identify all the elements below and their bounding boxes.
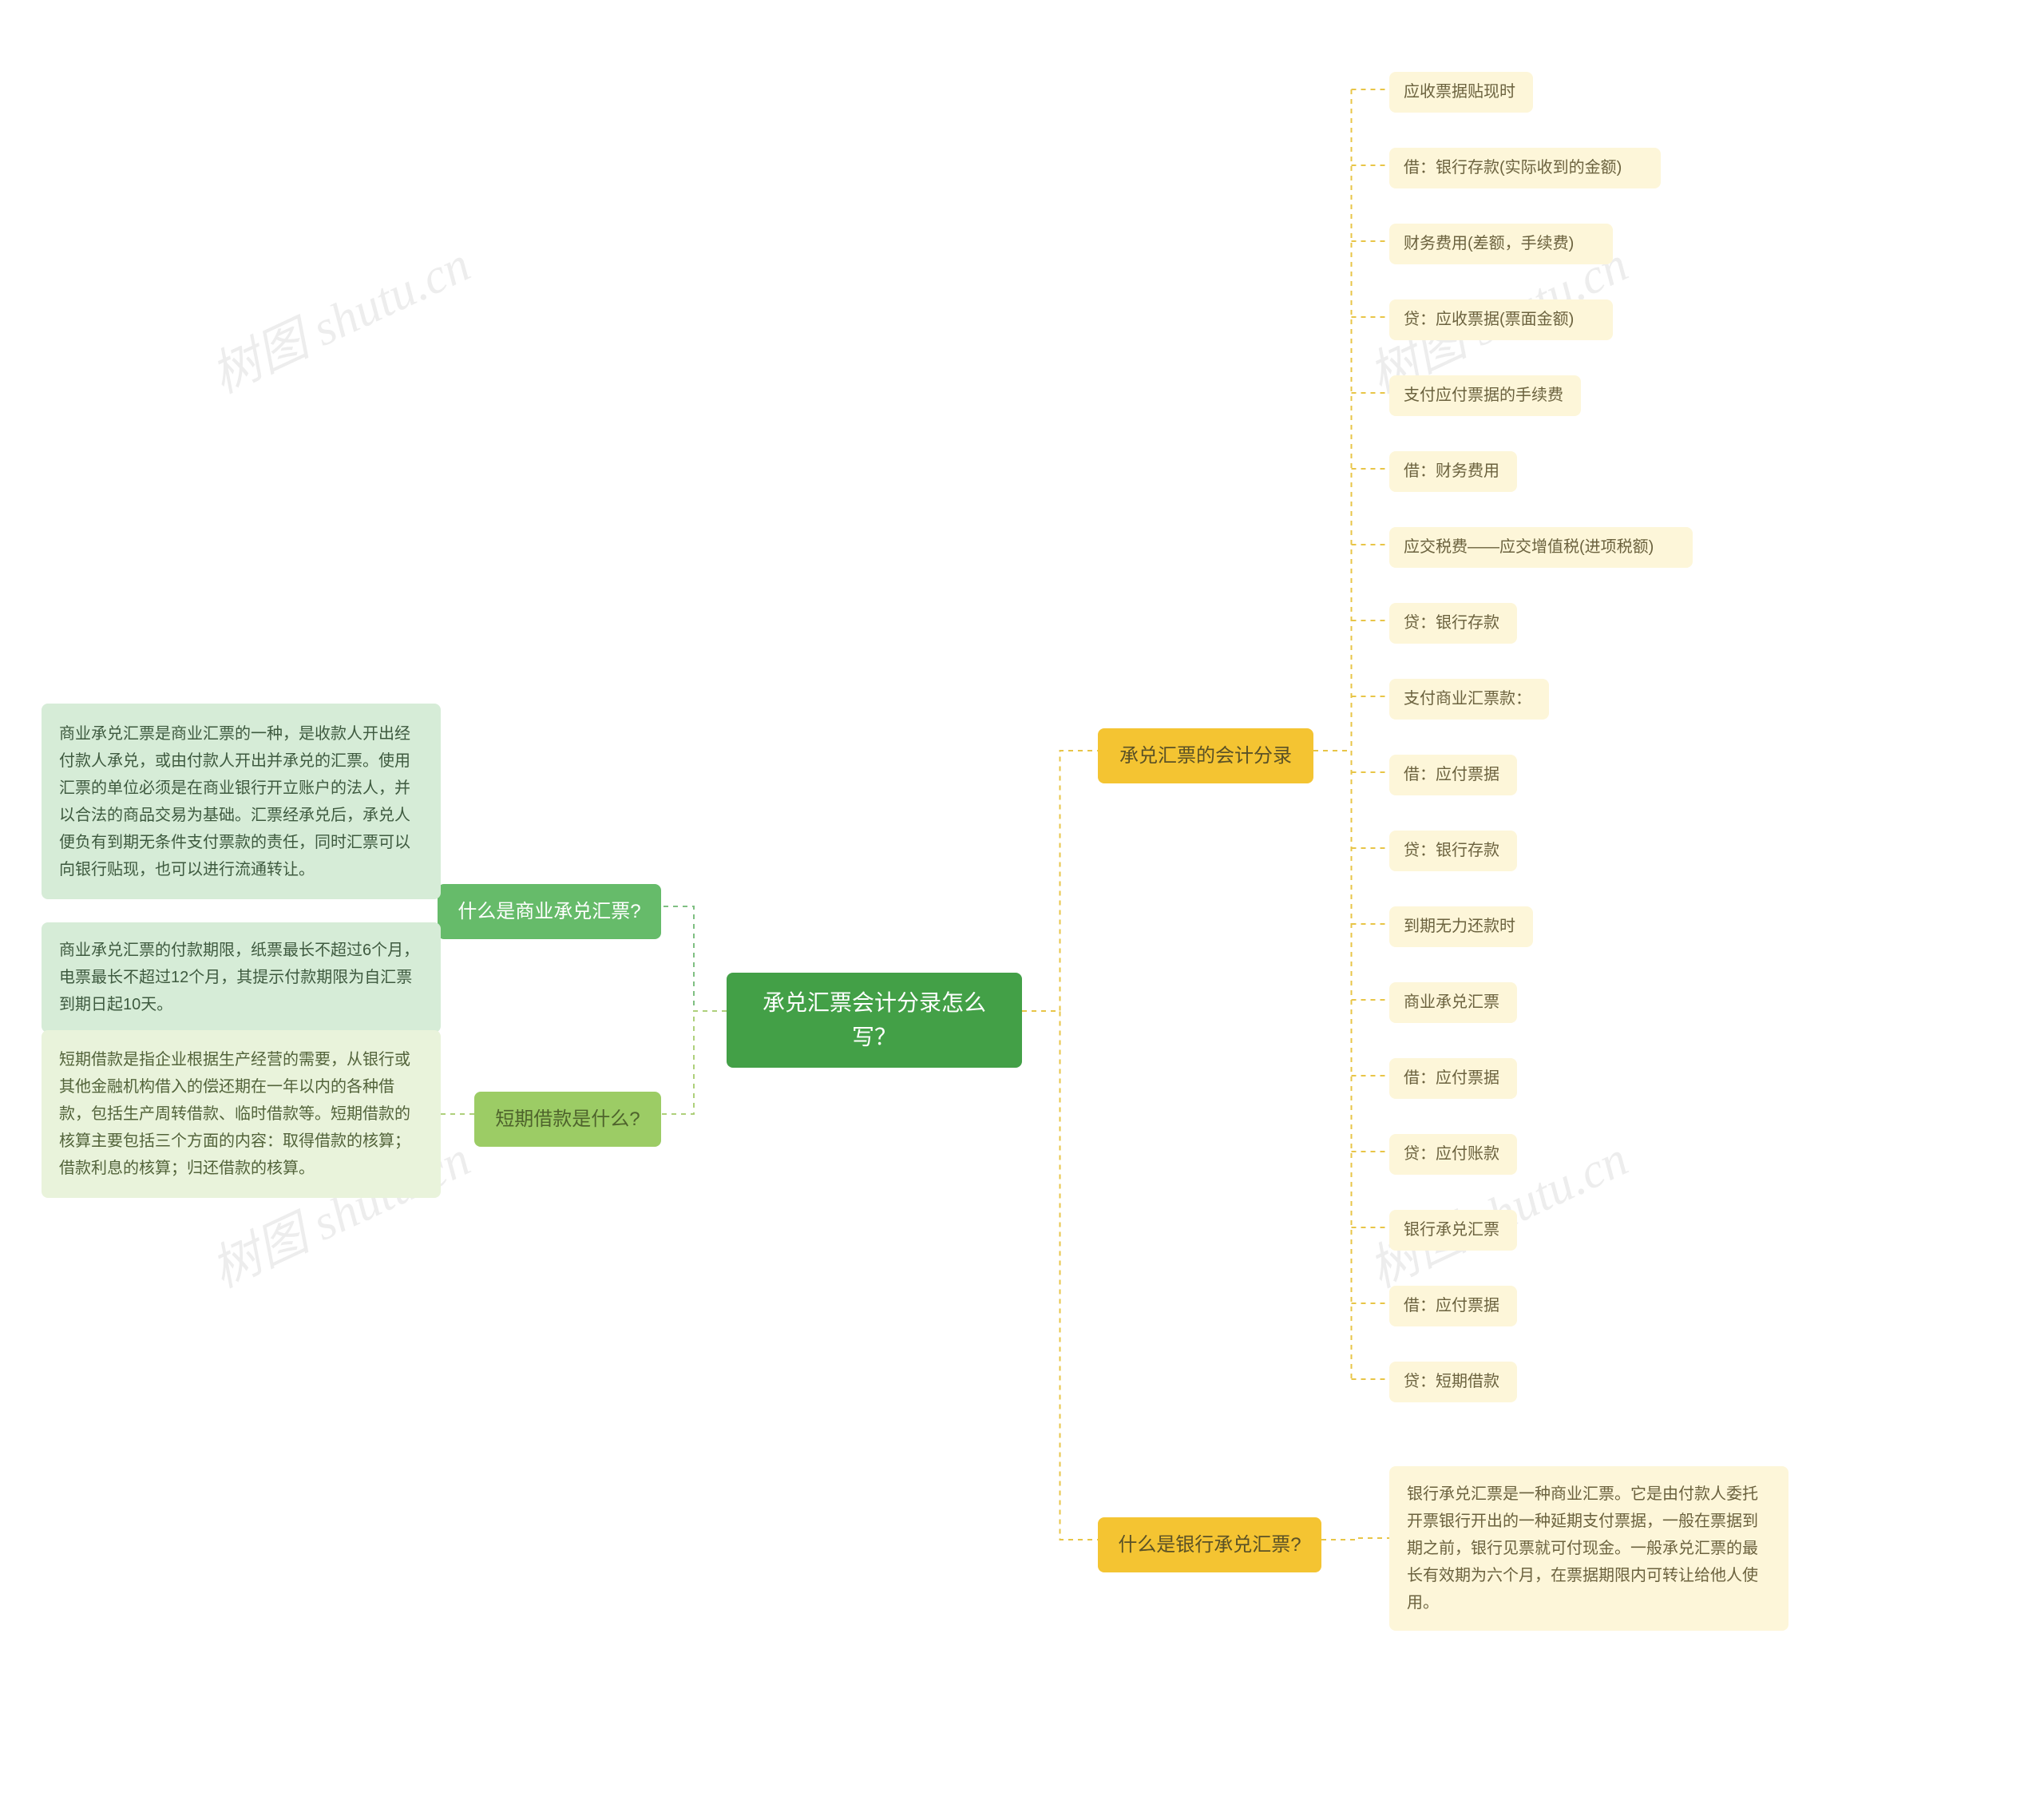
leaf-b1-17: 贷：短期借款	[1389, 1362, 1517, 1402]
branch-b2: 什么是银行承兑汇票?	[1098, 1517, 1321, 1572]
leaf-b1-6: 应交税费——应交增值税(进项税额)	[1389, 527, 1693, 568]
leaf-b1-3: 贷：应收票据(票面金额)	[1389, 299, 1613, 340]
leaf-b1-12: 商业承兑汇票	[1389, 982, 1517, 1023]
leaf-b1-2: 财务费用(差额，手续费)	[1389, 224, 1613, 264]
detail-b2: 银行承兑汇票是一种商业汇票。它是由付款人委托开票银行开出的一种延期支付票据，一般…	[1389, 1466, 1788, 1631]
leaf-b1-11: 到期无力还款时	[1389, 906, 1533, 947]
leaf-b1-8: 支付商业汇票款：	[1389, 679, 1549, 720]
leaf-b1-1: 借：银行存款(实际收到的金额)	[1389, 148, 1661, 188]
leaf-b1-5: 借：财务费用	[1389, 451, 1517, 492]
leaf-b1-9: 借：应付票据	[1389, 755, 1517, 795]
branch-b3: 什么是商业承兑汇票?	[438, 884, 661, 939]
leaf-b1-14: 贷：应付账款	[1389, 1134, 1517, 1175]
detail-b4: 短期借款是指企业根据生产经营的需要，从银行或其他金融机构借入的偿还期在一年以内的…	[42, 1030, 441, 1198]
branch-b1: 承兑汇票的会计分录	[1098, 728, 1313, 783]
leaf-b1-10: 贷：银行存款	[1389, 831, 1517, 871]
leaf-b1-15: 银行承兑汇票	[1389, 1210, 1517, 1251]
detail-b3-0: 商业承兑汇票是商业汇票的一种，是收款人开出经付款人承兑，或由付款人开出并承兑的汇…	[42, 704, 441, 899]
leaf-b1-4: 支付应付票据的手续费	[1389, 375, 1581, 416]
branch-b4: 短期借款是什么?	[474, 1092, 661, 1147]
watermark: 树图 shutu.cn	[197, 224, 479, 407]
detail-b3-1: 商业承兑汇票的付款期限，纸票最长不超过6个月，电票最长不超过12个月，其提示付款…	[42, 922, 441, 1033]
root-node: 承兑汇票会计分录怎么写？	[727, 973, 1022, 1068]
leaf-b1-7: 贷：银行存款	[1389, 603, 1517, 644]
leaf-b1-13: 借：应付票据	[1389, 1058, 1517, 1099]
leaf-b1-16: 借：应付票据	[1389, 1286, 1517, 1326]
leaf-b1-0: 应收票据贴现时	[1389, 72, 1533, 113]
